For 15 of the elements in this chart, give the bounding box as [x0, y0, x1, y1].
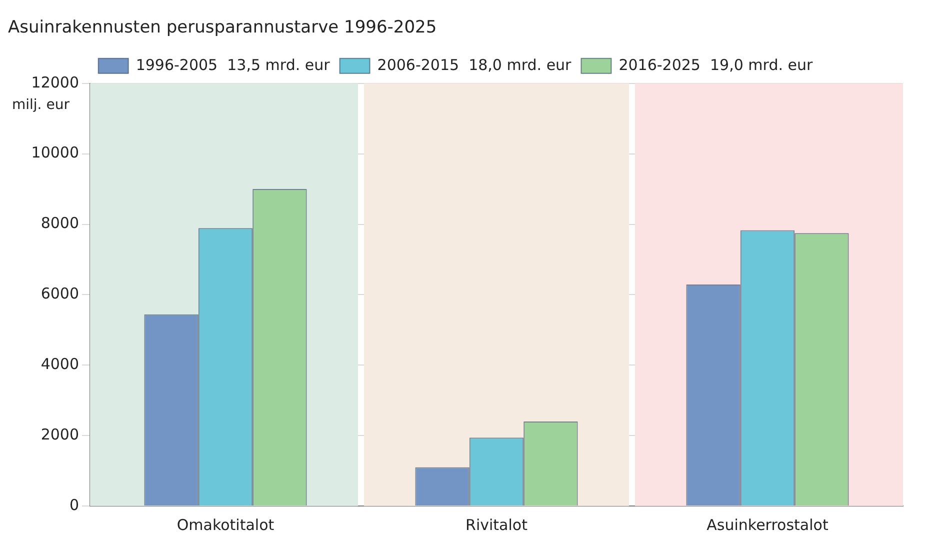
chart-title: Asuinrakennusten perusparannustarve 1996-2025 [8, 18, 437, 38]
legend-label: 2006-2015 18,0 mrd. eur [377, 56, 572, 74]
y-tick-label: 10000 [31, 144, 79, 162]
y-axis-title: milj. eur [12, 97, 70, 114]
y-tick-label: 8000 [40, 214, 79, 232]
y-tick-label: 4000 [40, 355, 79, 374]
y-tick-label: 12000 [31, 73, 79, 92]
y-tick-label: 0 [69, 496, 79, 514]
x-tick-label: Rivitalot [466, 516, 528, 534]
legend-label: 1996-2005 13,5 mrd. eur [136, 56, 331, 74]
x-tick-label: Omakotitalot [176, 516, 274, 534]
y-tick-label: 2000 [40, 425, 79, 444]
x-tick-label: Asuinkerrostalot [706, 516, 828, 534]
legend-label: 2016-2025 19,0 mrd. eur [618, 56, 814, 74]
y-tick-label: 6000 [40, 284, 79, 303]
